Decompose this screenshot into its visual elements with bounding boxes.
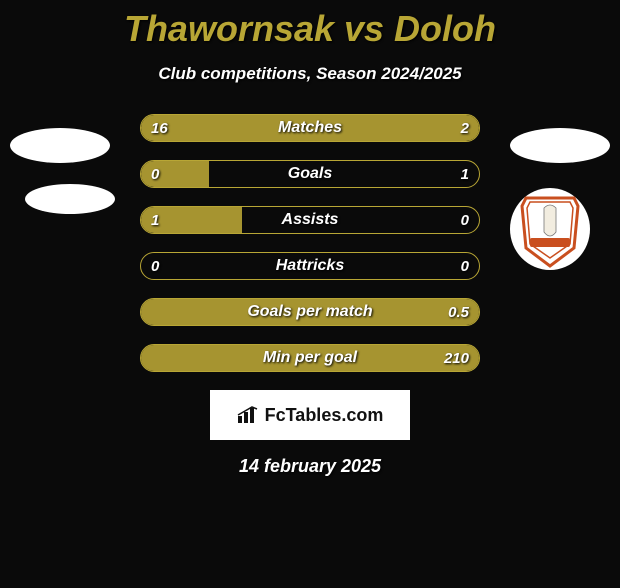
- stat-label: Min per goal: [141, 345, 479, 371]
- chart-icon: [237, 406, 259, 424]
- player2-club-crest: [510, 188, 590, 270]
- stats-container: 162Matches 01Goals 10Assists 00Hattricks 0.5…: [140, 114, 480, 372]
- stat-row: 0.5Goals per match: [140, 298, 480, 326]
- stat-label: Matches: [141, 115, 479, 141]
- stat-label: Hattricks: [141, 253, 479, 279]
- date-label: 14 february 2025: [0, 456, 620, 477]
- stat-row: 10Assists: [140, 206, 480, 234]
- page-subtitle: Club competitions, Season 2024/2025: [0, 64, 620, 84]
- player1-avatar: [10, 128, 110, 163]
- stat-row: 210Min per goal: [140, 344, 480, 372]
- player1-club-badge: [25, 184, 115, 214]
- branding-badge: FcTables.com: [210, 390, 410, 440]
- stat-label: Goals per match: [141, 299, 479, 325]
- branding-label: FcTables.com: [265, 405, 384, 426]
- stat-row: 162Matches: [140, 114, 480, 142]
- stat-row: 01Goals: [140, 160, 480, 188]
- player2-avatar: [510, 128, 610, 163]
- stat-label: Goals: [141, 161, 479, 187]
- stat-row: 00Hattricks: [140, 252, 480, 280]
- page-title: Thawornsak vs Doloh: [0, 8, 620, 50]
- stat-label: Assists: [141, 207, 479, 233]
